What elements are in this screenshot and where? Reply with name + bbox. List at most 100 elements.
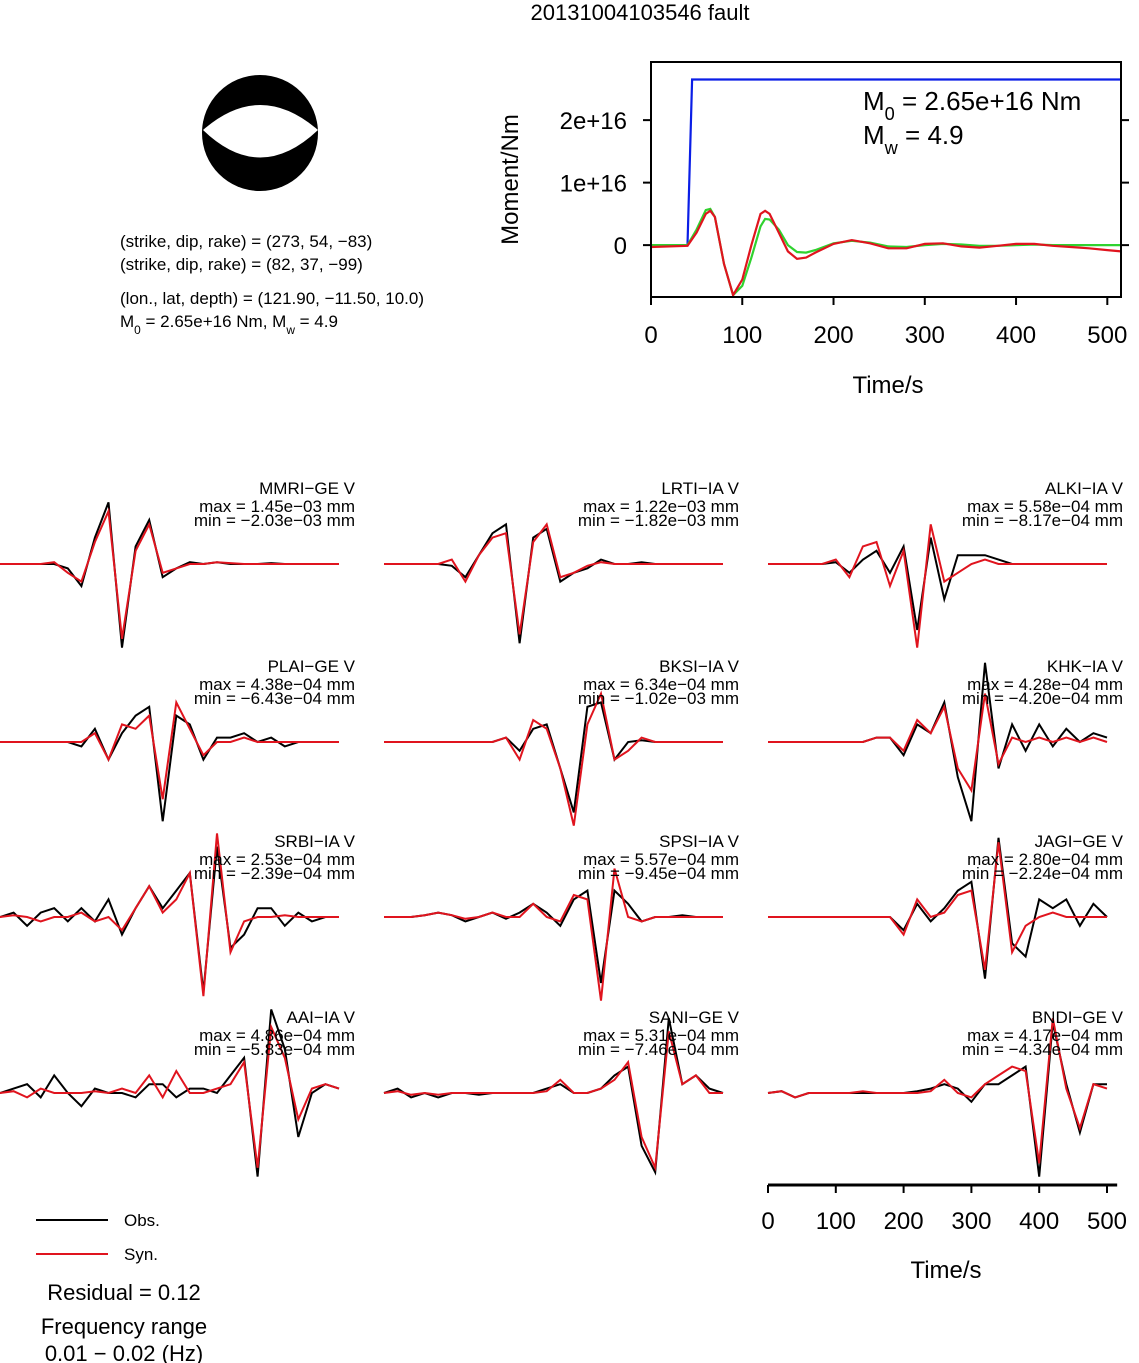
residual: Residual = 0.12 <box>47 1280 201 1305</box>
station-label: PLAI−GE V <box>268 657 356 676</box>
x-tick-label: 500 <box>1087 1208 1127 1235</box>
text-part: = 2.65e+16 Nm <box>895 86 1081 116</box>
min-label: min = −7.46e−04 mm <box>578 1040 739 1059</box>
legend-label: Syn. <box>124 1245 158 1264</box>
x-tick-label: 300 <box>951 1208 991 1235</box>
station-label: SPSI−IA V <box>659 832 740 851</box>
moment-curve <box>650 209 1122 298</box>
station-label: SRBI−IA V <box>274 832 355 851</box>
min-label: min = −6.43e−04 mm <box>194 689 355 708</box>
subscript: 0 <box>885 104 895 124</box>
text-part: M <box>120 312 134 331</box>
text-part: M <box>863 86 885 116</box>
y-tick-label: 2e+16 <box>560 108 627 135</box>
synthetic-trace <box>768 524 1107 648</box>
observed-trace <box>0 1009 340 1177</box>
min-label: min = −4.34e−04 mm <box>962 1040 1123 1059</box>
synthetic-trace <box>384 868 723 1001</box>
min-label: min = −2.03e−03 mm <box>194 511 355 530</box>
moment-annotation: M0 = 2.65e+16 Nm <box>863 86 1081 124</box>
synthetic-trace <box>384 522 723 635</box>
mechanism-line: (strike, dip, rake) = (273, 54, −83) <box>120 232 372 251</box>
min-label: min = −2.24e−04 mm <box>962 864 1123 883</box>
min-label: min = −8.17e−04 mm <box>962 511 1123 530</box>
y-tick-label: 0 <box>614 233 627 260</box>
subscript: w <box>285 323 295 337</box>
observed-trace <box>384 701 723 813</box>
x-tick-label: 400 <box>996 322 1036 349</box>
frequency-range: 0.01 − 0.02 (Hz) <box>45 1341 203 1363</box>
min-label: min = −2.39e−04 mm <box>194 864 355 883</box>
subscript: 0 <box>134 323 141 337</box>
observed-trace <box>384 888 723 984</box>
text-part: = 4.9 <box>898 120 964 150</box>
max-label: max = 5.58e−04 mm <box>967 497 1123 516</box>
x-axis-label: Time/s <box>910 1257 981 1284</box>
synthetic-trace <box>0 507 339 639</box>
beachball-dilatation <box>203 105 318 158</box>
station-label: BNDI−GE V <box>1032 1008 1124 1027</box>
max-label: max = 4.17e−04 mm <box>967 1026 1123 1045</box>
min-label: min = −1.82e−03 mm <box>578 511 739 530</box>
min-label: min = −1.02e−03 mm <box>578 689 739 708</box>
synthetic-trace <box>768 842 1107 970</box>
max-label: max = 5.31e−04 mm <box>583 1026 739 1045</box>
min-label: min = −9.45e−04 mm <box>578 864 739 883</box>
mechanism-line: (strike, dip, rake) = (82, 37, −99) <box>120 255 363 274</box>
station-label: BKSI−IA V <box>659 657 740 676</box>
min-label: min = −4.20e−04 mm <box>962 689 1123 708</box>
min-label: min = −5.83e−04 mm <box>194 1040 355 1059</box>
x-axis-label: Time/s <box>852 372 923 399</box>
max-label: max = 4.86e−04 mm <box>199 1026 355 1045</box>
x-tick-label: 0 <box>761 1208 774 1235</box>
subscript: w <box>884 138 899 158</box>
beachball <box>202 75 318 191</box>
legend-label: Obs. <box>124 1211 160 1230</box>
synthetic-trace <box>0 833 339 997</box>
max-label: max = 5.57e−04 mm <box>583 850 739 869</box>
observed-trace <box>384 522 723 644</box>
x-tick-label: 200 <box>884 1208 924 1235</box>
max-label: max = 2.80e−04 mm <box>967 850 1123 869</box>
synthetic-trace <box>0 699 339 800</box>
figure-title: 20131004103546 fault <box>531 0 750 25</box>
y-axis-label: Moment/Nm <box>497 114 524 245</box>
max-label: max = 6.34e−04 mm <box>583 675 739 694</box>
x-tick-label: 300 <box>905 322 945 349</box>
max-label: max = 4.28e−04 mm <box>967 675 1123 694</box>
frequency-range: Frequency range <box>41 1314 207 1339</box>
x-tick-label: 100 <box>816 1208 856 1235</box>
moment-line: M0 = 2.65e+16 Nm, Mw = 4.9 <box>120 312 338 337</box>
max-label: max = 4.38e−04 mm <box>199 675 355 694</box>
station-label: AAI−IA V <box>286 1008 355 1027</box>
synthetic-trace <box>0 1023 340 1168</box>
synthetic-trace <box>383 1031 723 1172</box>
station-label: SANI−GE V <box>649 1008 740 1027</box>
station-label: KHK−IA V <box>1047 657 1124 676</box>
station-label: MMRI−GE V <box>259 479 356 498</box>
text-part: = 2.65e+16 Nm, M <box>141 312 287 331</box>
text-part: M <box>863 120 885 150</box>
synthetic-trace <box>384 690 723 826</box>
text-part: = 4.9 <box>295 312 338 331</box>
max-label: max = 1.22e−03 mm <box>583 497 739 516</box>
mechanism-line: (lon., lat, depth) = (121.90, −11.50, 10… <box>120 289 424 308</box>
y-tick-label: 1e+16 <box>560 171 627 198</box>
x-tick-label: 400 <box>1019 1208 1059 1235</box>
max-label: max = 1.45e−03 mm <box>199 497 355 516</box>
synthetic-trace <box>767 1018 1108 1164</box>
max-label: max = 2.53e−04 mm <box>199 850 355 869</box>
station-label: LRTI−IA V <box>661 479 739 498</box>
x-tick-label: 200 <box>814 322 854 349</box>
x-tick-label: 0 <box>644 322 657 349</box>
synthetic-trace <box>768 693 1108 794</box>
x-tick-label: 100 <box>722 322 762 349</box>
observed-trace <box>0 705 339 822</box>
moment-annotation: Mw = 4.9 <box>863 120 964 158</box>
station-label: JAGI−GE V <box>1035 832 1124 851</box>
observed-trace <box>0 846 339 992</box>
station-label: ALKI−IA V <box>1045 479 1124 498</box>
x-tick-label: 500 <box>1087 322 1127 349</box>
